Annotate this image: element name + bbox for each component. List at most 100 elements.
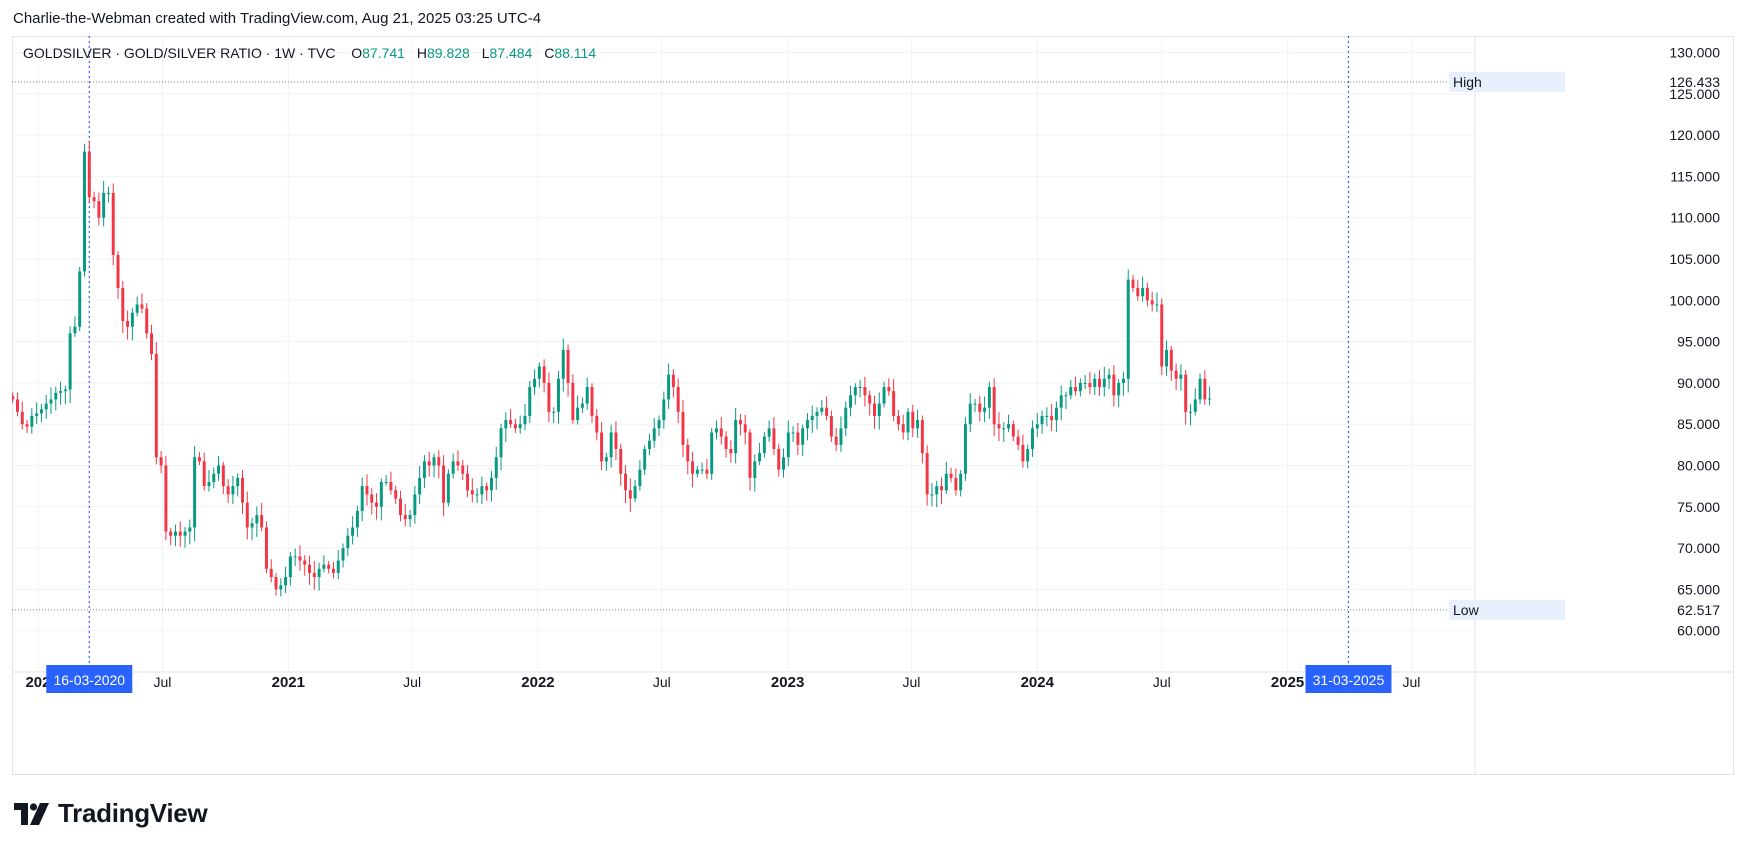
date-marker-label: 16-03-2020 (53, 672, 125, 688)
candle-body (1002, 428, 1006, 430)
candle-body (1050, 415, 1054, 421)
candle-body (470, 490, 474, 495)
candle-body (346, 535, 350, 549)
candle-body (322, 564, 326, 569)
candle-body (978, 403, 982, 412)
candle-body (805, 420, 809, 429)
candle-body (1088, 382, 1092, 388)
candle-body (772, 428, 776, 449)
candle-body (652, 428, 656, 441)
legend-symbol[interactable]: GOLDSILVER · GOLD/SILVER RATIO · 1W · TV… (23, 45, 336, 61)
candle-body (164, 465, 168, 532)
date-marker-lines (88, 36, 1350, 672)
candle-body (691, 461, 695, 474)
candle-body (834, 436, 838, 445)
candle-body (413, 494, 417, 516)
candle-body (523, 415, 527, 425)
candle-body (264, 527, 268, 569)
candle-body (1098, 378, 1101, 388)
y-tick-label: 60.000 (1677, 623, 1720, 639)
candle-body (269, 568, 273, 578)
candle-body (63, 389, 67, 392)
candle-body (432, 457, 436, 466)
candle-body (1141, 287, 1145, 297)
tradingview-logo[interactable]: TradingView (14, 798, 208, 829)
candle-body (686, 444, 690, 462)
candle-body (183, 531, 187, 536)
time-axis: 202 Jul 2021 Jul 2022 Jul 2023 Jul 2024 Jul 2025 Ju… (25, 674, 1420, 691)
candle-body (513, 424, 517, 429)
ref-value-bg (1501, 71, 1565, 92)
chart-plot[interactable]: 60.000 65.000 70.000 75.000 80.000 85.000 90.0… (12, 36, 1734, 775)
candle-body (394, 490, 398, 499)
y-tick-label: 120.000 (1669, 127, 1720, 143)
candle-body (1007, 424, 1011, 429)
y-tick-label: 65.000 (1677, 581, 1720, 597)
candle-body (983, 407, 987, 412)
candle-body (590, 387, 594, 416)
candle-body (202, 461, 206, 487)
candle-body (1121, 378, 1125, 383)
candle-body (451, 461, 455, 474)
candle-body (1093, 378, 1097, 388)
candle-body (571, 382, 575, 421)
x-tick-label: Jul (1402, 674, 1420, 690)
candle-body (1083, 382, 1087, 384)
candle-body (384, 482, 388, 484)
candle-body (293, 556, 297, 558)
candle-body (1174, 370, 1178, 379)
candle-body (1102, 378, 1106, 388)
candle-body (786, 432, 790, 458)
candle-body (1112, 374, 1116, 396)
candle-body (815, 411, 819, 416)
candle-body (820, 407, 824, 412)
candle-body (1126, 279, 1130, 379)
candle-body (403, 515, 407, 520)
candle-body (887, 387, 891, 392)
legend-low-key: L (481, 45, 490, 61)
candle-body (624, 473, 628, 491)
legend-low-value: 87.484 (489, 45, 533, 61)
tradingview-logo-icon (14, 802, 49, 825)
candle-body (753, 461, 757, 478)
candle-body (140, 304, 144, 309)
candle-body (537, 366, 541, 379)
candle-body (925, 453, 929, 495)
candle-body (877, 403, 881, 416)
candle-body (959, 473, 963, 491)
x-tick-label: Jul (403, 674, 421, 690)
candle-body (207, 482, 211, 487)
candle-body (963, 424, 967, 474)
candle-body (44, 403, 48, 410)
candle-body (719, 428, 723, 437)
candle-body (944, 473, 948, 491)
legend-open-key: O (351, 45, 363, 61)
candle-body (829, 415, 833, 437)
candle-body (169, 531, 173, 536)
candle-body (930, 494, 934, 496)
ref-value-high: 126.433 (1669, 74, 1720, 90)
candle-body (858, 387, 862, 389)
y-tick-label: 80.000 (1677, 458, 1720, 474)
candle-body (499, 428, 503, 458)
candle-body (868, 395, 872, 404)
candle-body (212, 473, 216, 483)
candle-body (643, 448, 647, 470)
candle-body (236, 477, 240, 487)
header-credit: Charlie-the-Webman created with TradingV… (13, 10, 542, 27)
candle-body (1117, 382, 1121, 396)
candle-body (456, 461, 460, 466)
candle-body (920, 420, 924, 454)
candle-body (896, 415, 900, 425)
ref-label-bg (1449, 71, 1501, 92)
candles (12, 140, 1212, 597)
candle-body (758, 453, 762, 462)
candle-body (197, 457, 201, 462)
candle-body (121, 287, 125, 321)
candle-body (375, 502, 379, 507)
candle-body (1064, 395, 1068, 397)
candle-body (1107, 374, 1111, 379)
candle-body (839, 428, 843, 445)
candle-body (604, 457, 608, 462)
candle-body (1074, 387, 1078, 392)
